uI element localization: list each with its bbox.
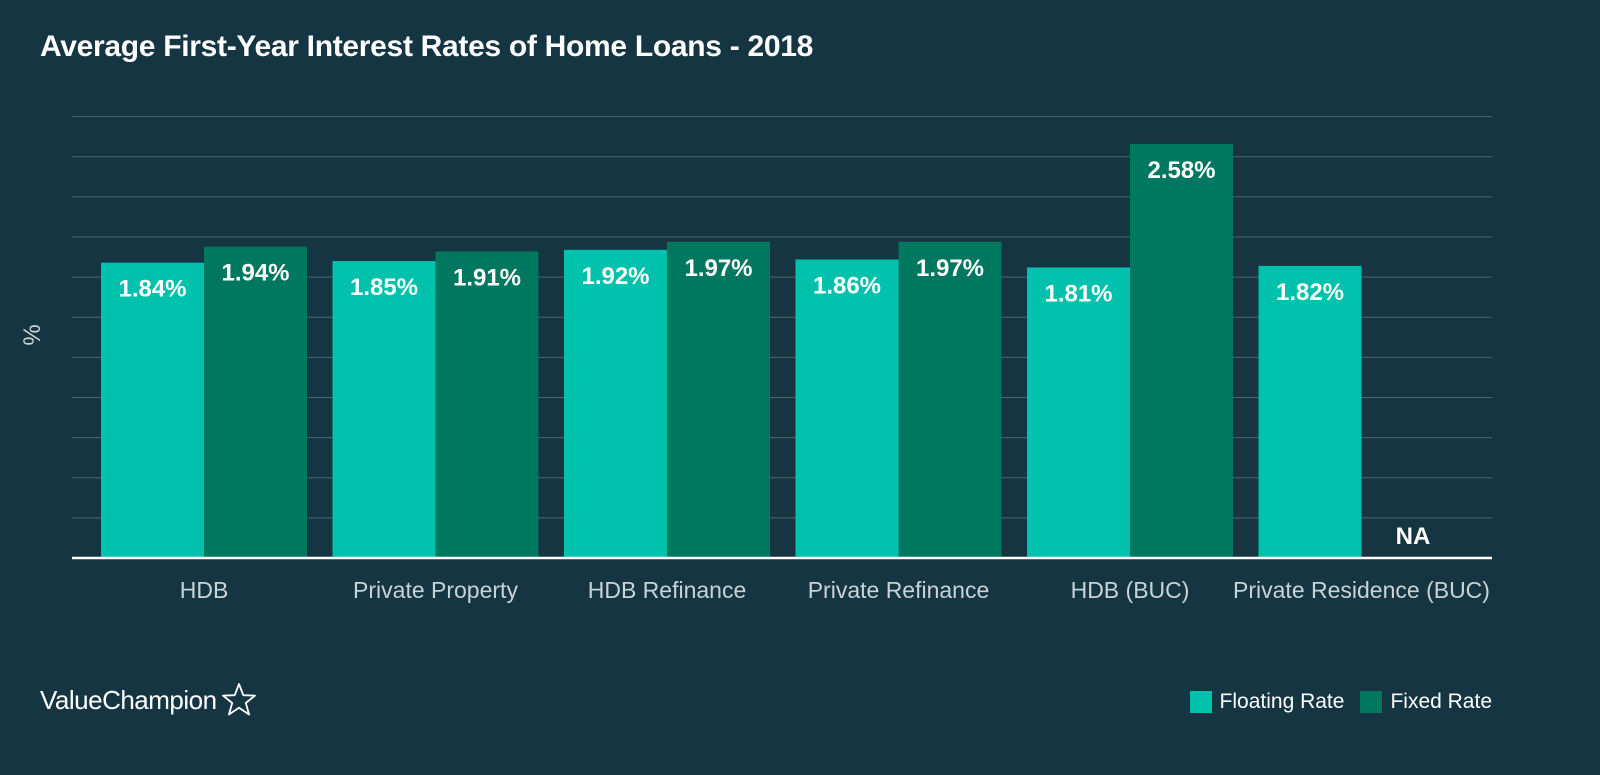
x-tick-label: Private Residence (BUC) bbox=[1233, 577, 1490, 603]
data-label: 1.81% bbox=[1044, 280, 1112, 307]
data-label: 1.94% bbox=[221, 260, 289, 287]
bar-fixed-0 bbox=[204, 246, 307, 558]
x-tick-label: HDB bbox=[180, 577, 229, 603]
bar-floating-1 bbox=[332, 261, 436, 558]
bar-floating-4 bbox=[1027, 267, 1130, 558]
x-tick-label: HDB (BUC) bbox=[1071, 577, 1190, 603]
data-label: 1.85% bbox=[350, 274, 418, 301]
brand-name: ValueChampion bbox=[40, 684, 217, 715]
data-label: 2.58% bbox=[1147, 157, 1215, 184]
data-label: 1.82% bbox=[1276, 279, 1344, 306]
legend-label-fixed: Fixed Rate bbox=[1390, 690, 1492, 713]
legend: Floating Rate Fixed Rate bbox=[1174, 690, 1492, 714]
bar-fixed-1 bbox=[435, 251, 539, 558]
bar-floating-5 bbox=[1258, 265, 1362, 558]
bar-floating-3 bbox=[795, 259, 899, 558]
data-label: 1.97% bbox=[916, 255, 984, 282]
x-tick-label: Private Property bbox=[353, 577, 518, 603]
data-label: 1.86% bbox=[813, 272, 881, 299]
legend-swatch-floating bbox=[1189, 691, 1212, 713]
bar-fixed-4 bbox=[1130, 143, 1233, 558]
star-outline-icon bbox=[221, 683, 256, 716]
chart-title: Average First-Year Interest Rates of Hom… bbox=[40, 30, 813, 63]
bar-fixed-2 bbox=[667, 241, 770, 558]
data-label: 1.97% bbox=[684, 255, 752, 282]
x-tick-label: Private Refinance bbox=[808, 577, 990, 603]
bar-fixed-3 bbox=[898, 241, 1002, 558]
brand-logo: ValueChampion bbox=[40, 682, 257, 718]
data-label-na: NA bbox=[1396, 523, 1431, 550]
legend-swatch-fixed bbox=[1360, 691, 1383, 713]
legend-item-fixed: Fixed Rate bbox=[1360, 690, 1492, 714]
x-tick-label: HDB Refinance bbox=[588, 577, 747, 603]
data-label: 1.84% bbox=[118, 276, 186, 303]
bar-floating-2 bbox=[564, 249, 667, 558]
bar-floating-0 bbox=[101, 262, 204, 558]
data-label: 1.91% bbox=[453, 264, 521, 291]
legend-label-floating: Floating Rate bbox=[1219, 690, 1345, 713]
legend-item-floating: Floating Rate bbox=[1189, 690, 1345, 714]
data-label: 1.92% bbox=[581, 263, 649, 290]
